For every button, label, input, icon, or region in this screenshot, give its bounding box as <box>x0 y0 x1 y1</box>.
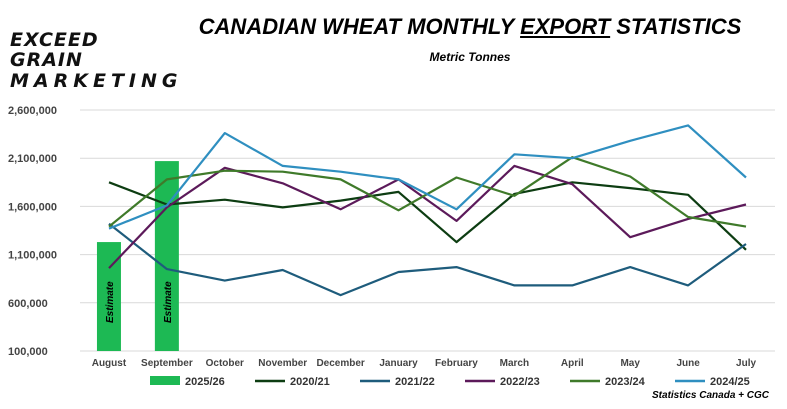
x-tick-label: June <box>676 358 700 369</box>
series-line-2020-21 <box>108 181 747 251</box>
legend-swatch <box>150 376 180 385</box>
x-tick-label: July <box>736 358 756 369</box>
bar-data-label: Estimate <box>105 281 116 323</box>
legend-label: 2021/22 <box>395 376 435 388</box>
x-tick-label: November <box>258 358 307 369</box>
logo-line-1: EXCEED GRAIN <box>10 29 99 71</box>
y-tick-label: 2,100,000 <box>8 153 57 165</box>
logo-line-2: MARKETING <box>10 70 183 92</box>
x-tick-label: September <box>141 358 193 369</box>
legend-label: 2022/23 <box>500 376 540 388</box>
y-tick-label: 1,100,000 <box>8 250 57 262</box>
y-tick-label: 1,600,000 <box>8 201 57 213</box>
x-tick-label: January <box>379 358 418 369</box>
title-pre: CANADIAN WHEAT MONTHLY <box>198 14 521 39</box>
title-emph: EXPORT <box>520 14 611 39</box>
y-tick-label: 600,000 <box>8 298 48 310</box>
x-tick-label: May <box>620 358 640 369</box>
source-note: Statistics Canada + CGC <box>652 390 769 401</box>
x-tick-label: March <box>500 358 529 369</box>
bar-september <box>154 161 179 351</box>
title-post: STATISTICS <box>610 14 742 39</box>
series-line-2024-25 <box>108 124 747 230</box>
legend-label: 2024/25 <box>710 376 750 388</box>
x-tick-label: April <box>561 358 584 369</box>
legend-label: 2025/26 <box>185 376 225 388</box>
y-tick-label: 2,600,000 <box>8 105 57 117</box>
chart-title: CANADIAN WHEAT MONTHLY EXPORT STATISTICS <box>160 14 780 40</box>
x-tick-label: February <box>435 358 478 369</box>
y-tick-label: 100,000 <box>8 346 48 358</box>
legend-label: 2020/21 <box>290 376 330 388</box>
bar-data-label: Estimate <box>163 281 174 323</box>
x-tick-label: August <box>92 358 127 369</box>
series-line-2021-22 <box>108 222 747 297</box>
chart-subtitle: Metric Tonnes <box>429 50 511 64</box>
brand-logo: EXCEED GRAIN MARKETING <box>10 29 183 92</box>
legend-label: 2023/24 <box>605 376 646 388</box>
series-line-2022-23 <box>108 164 747 269</box>
x-tick-label: October <box>206 358 244 369</box>
x-tick-label: December <box>316 358 364 369</box>
